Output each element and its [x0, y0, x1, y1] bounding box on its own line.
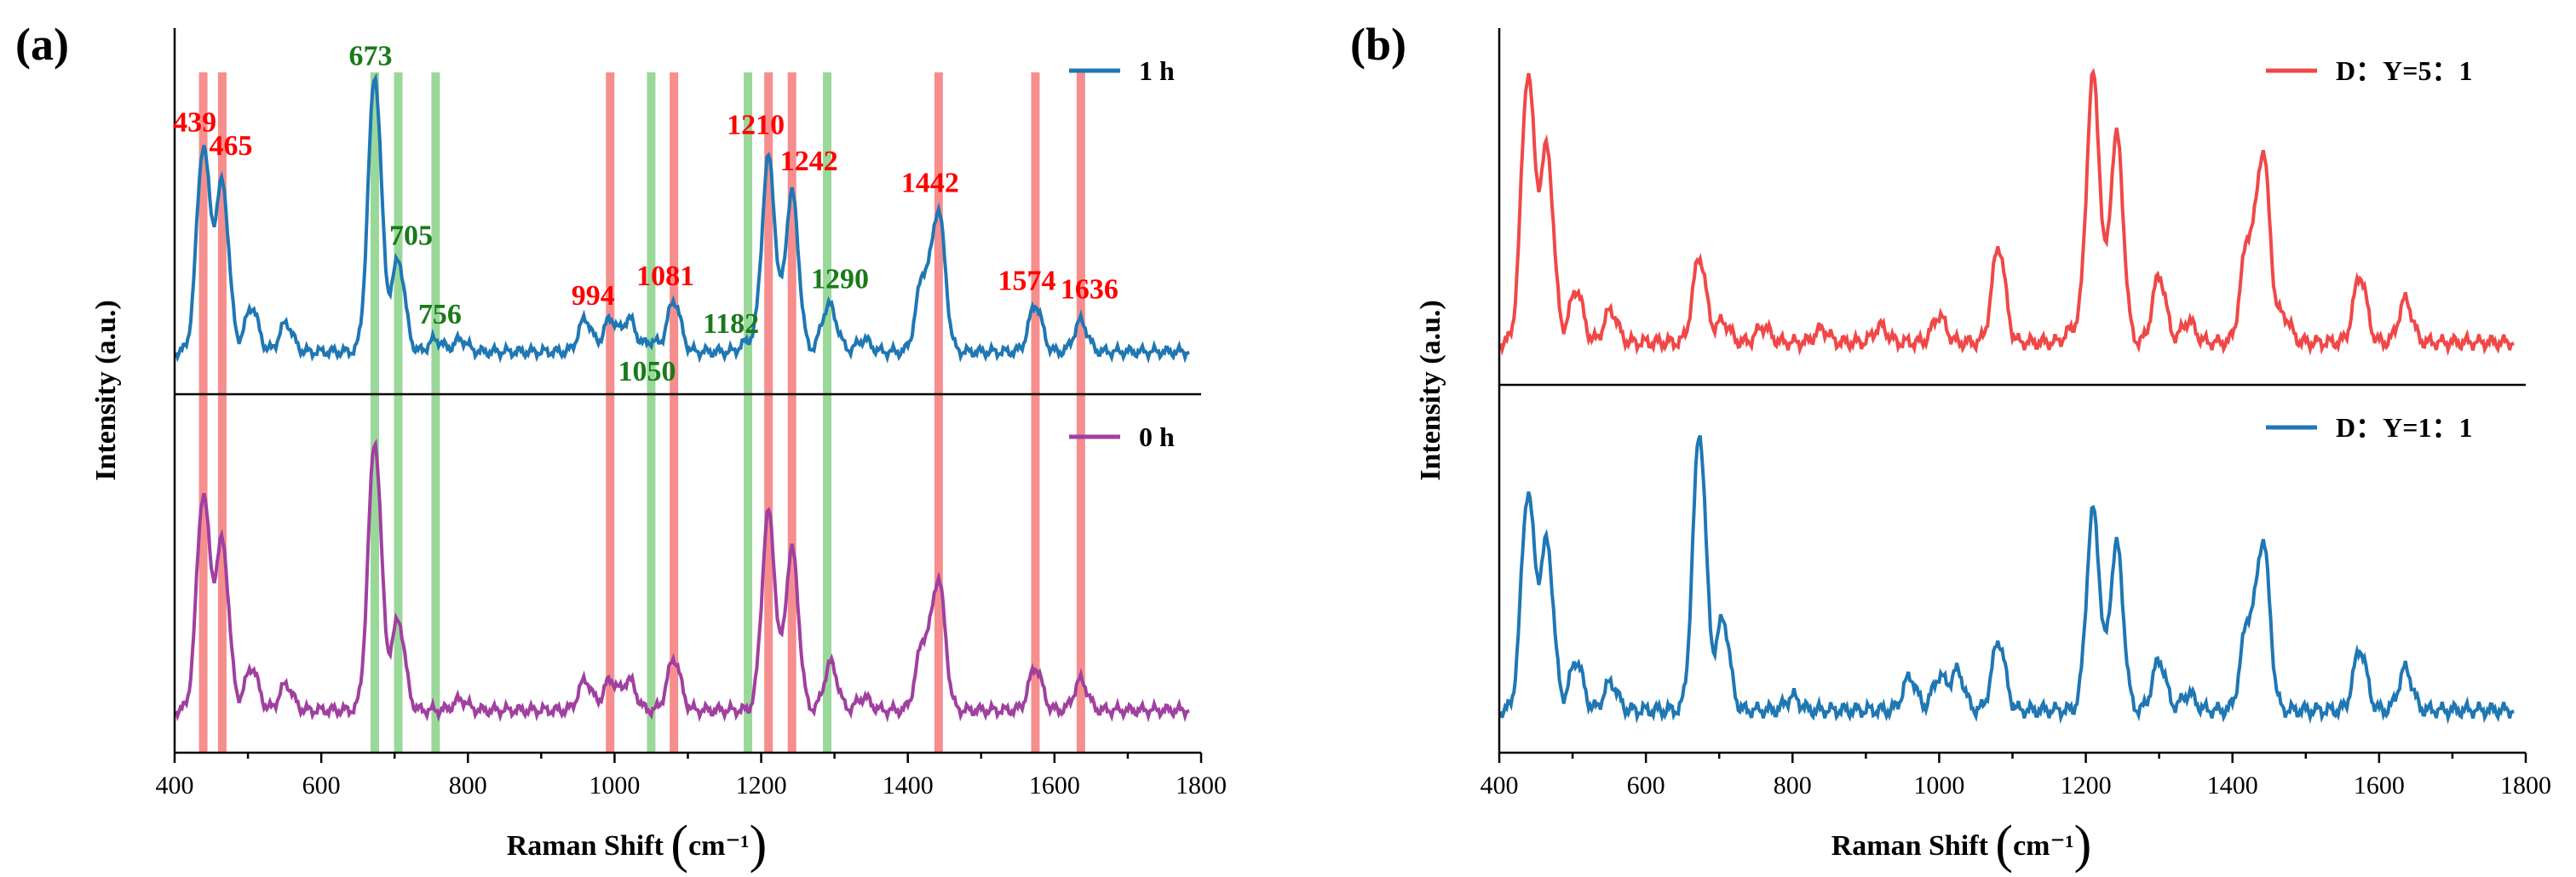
x-tick-label: 800: [449, 771, 487, 800]
series-line-DY51: [1498, 67, 2515, 357]
green-band: [394, 72, 403, 753]
x-axis-paren-close: ): [2074, 816, 2092, 874]
x-tick-label: 1400: [2207, 771, 2258, 800]
x-axis-paren-open: (: [1995, 816, 2013, 874]
red-band: [764, 72, 773, 753]
x-tick-label: 1800: [1176, 771, 1227, 800]
x-tick-label: 600: [302, 771, 341, 800]
x-axis-title-label: Raman Shift: [1831, 830, 1996, 862]
x-tick-label: 1400: [883, 771, 934, 800]
x-axis-paren-open: (: [670, 816, 688, 874]
x-tick-label: 800: [1774, 771, 1812, 800]
red-band: [1031, 72, 1040, 753]
peak-label-red: 439: [173, 106, 216, 138]
peak-label-red: 1210: [727, 109, 785, 140]
peak-label-green: 1050: [618, 356, 676, 387]
peak-label-red: 1574: [998, 266, 1055, 297]
red-band: [606, 72, 615, 753]
green-band: [744, 72, 753, 753]
peak-label-green: 673: [348, 41, 392, 72]
legend-label: 0 h: [1139, 421, 1175, 452]
y-axis-title: Intensity (a.u.): [1415, 300, 1446, 481]
red-band: [1076, 72, 1085, 753]
peak-label-green: 756: [418, 299, 462, 330]
legend-label: 1 h: [1139, 55, 1175, 86]
peak-label-red: 1636: [1061, 274, 1118, 306]
panel-b: D：Y=5：1 D：Y=1：1 400 600 800 1000 1200 1400 1600 1…: [1350, 19, 2551, 874]
red-band: [787, 72, 796, 753]
panel-label: (a): [15, 19, 69, 70]
series-line-DY11: [1498, 434, 2515, 725]
x-tick-label: 1200: [2061, 771, 2112, 800]
red-band: [217, 72, 227, 753]
peak-label-red: 465: [209, 130, 252, 162]
green-band: [647, 72, 656, 753]
green-band: [431, 72, 440, 753]
x-tick-label: 400: [156, 771, 194, 800]
legend-label: D：Y=5：1: [2336, 55, 2472, 86]
peak-label-green: 705: [389, 221, 433, 252]
series-line-1h: [174, 72, 1190, 364]
x-tick-label: 1800: [2500, 771, 2551, 800]
peak-label-red: 1442: [901, 167, 959, 198]
legend-label: D：Y=1：1: [2336, 412, 2472, 443]
panel-label: (b): [1350, 19, 1406, 70]
peak-label-red: 994: [572, 280, 615, 312]
y-axis-title: Intensity (a.u.): [90, 300, 122, 481]
x-axis-unit: cm⁻¹: [688, 830, 750, 862]
x-tick-label: 1600: [1029, 771, 1080, 800]
peak-label-red: 1081: [636, 261, 694, 292]
red-band: [670, 72, 679, 753]
x-axis-title-label: Raman Shift: [507, 830, 671, 862]
x-axis-title: Raman Shift (cm⁻¹): [507, 816, 768, 874]
x-tick-label: 1000: [589, 771, 640, 800]
x-axis-paren-close: ): [750, 816, 768, 874]
x-axis-title: Raman Shift (cm⁻¹): [1831, 816, 2092, 874]
green-band: [370, 72, 379, 753]
x-tick-label: 1200: [736, 771, 787, 800]
green-band: [823, 72, 832, 753]
red-band: [934, 72, 943, 753]
x-tick-label: 400: [1481, 771, 1519, 800]
x-axis-unit: cm⁻¹: [2013, 830, 2074, 862]
x-tick-label: 600: [1627, 771, 1665, 800]
panel-a: 1 h 0 h 400 600 800 1000 1200 1400 1600 1800 Raman…: [15, 19, 1227, 874]
series-line-0h: [174, 438, 1190, 723]
red-band: [198, 72, 208, 753]
x-tick-label: 1600: [2354, 771, 2405, 800]
peak-label-red: 1242: [780, 146, 838, 177]
peak-label-green: 1290: [811, 263, 869, 295]
peak-label-green: 1182: [703, 308, 759, 340]
x-tick-label: 1000: [1913, 771, 1964, 800]
